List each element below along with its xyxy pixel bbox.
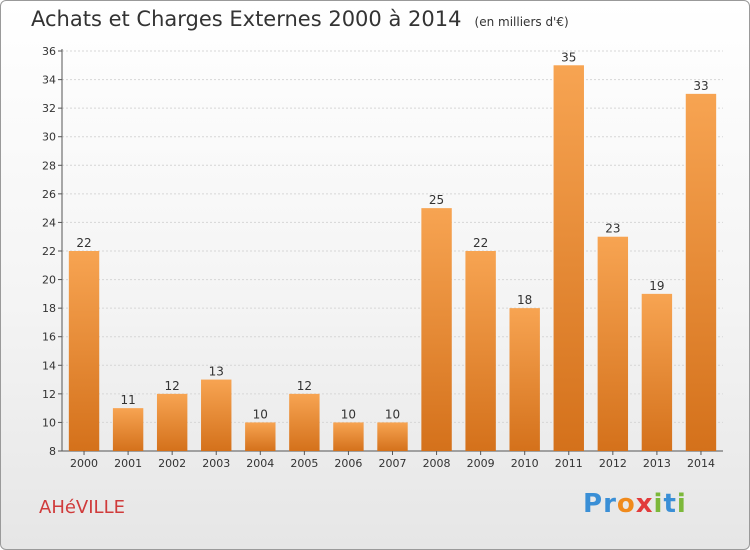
bar [465, 251, 496, 451]
logo-letter: t [663, 489, 677, 519]
bar-value-label: 10 [341, 407, 356, 421]
x-tick-label: 2013 [643, 457, 671, 470]
y-tick-label: 18 [42, 302, 56, 315]
bar-value-label: 10 [385, 407, 400, 421]
bar-value-label: 22 [473, 236, 488, 250]
x-tick-label: 2014 [687, 457, 715, 470]
bar [553, 65, 584, 452]
x-tick-label: 2003 [202, 457, 230, 470]
y-tick-label: 10 [42, 416, 56, 429]
logo-letter: P [583, 489, 604, 519]
y-tick-label: 14 [42, 359, 56, 372]
x-tick-label: 2000 [70, 457, 98, 470]
bar [68, 251, 100, 451]
bar-value-label: 19 [649, 279, 664, 293]
logo-letter: r [603, 489, 617, 519]
bar [421, 208, 452, 451]
bar [685, 93, 717, 451]
title-row: Achats et Charges Externes 2000 à 2014 (… [31, 7, 569, 31]
y-tick-label: 30 [42, 131, 56, 144]
bar-value-label: 35 [561, 50, 576, 64]
chart-title: Achats et Charges Externes 2000 à 2014 [31, 7, 462, 31]
value-labels: 22 11 12 13 10 12 10 10 25 22 18 35 23 19 33 [76, 50, 708, 421]
bar-value-label: 13 [209, 365, 224, 379]
logo-letter: o [616, 489, 636, 519]
bar [509, 308, 540, 451]
x-tick-label: 2001 [114, 457, 142, 470]
bar-value-label: 25 [429, 193, 444, 207]
y-tick-label: 26 [42, 188, 56, 201]
x-tick-label: 2004 [246, 457, 274, 470]
logo-letter: i [653, 489, 664, 519]
x-tick-label: 2009 [467, 457, 495, 470]
x-tick-label: 2012 [599, 457, 627, 470]
bar [597, 236, 629, 451]
bars [68, 65, 717, 452]
bar [201, 379, 232, 451]
bar-value-label: 12 [297, 379, 312, 393]
y-tick-label: 24 [42, 216, 56, 229]
bar [289, 393, 320, 451]
x-tick-label: 2010 [511, 457, 539, 470]
bar-value-label: 12 [165, 379, 180, 393]
bar-value-label: 18 [517, 293, 532, 307]
y-tick-label: 28 [42, 159, 56, 172]
logo-letter: i [676, 489, 687, 519]
y-tick-label: 8 [49, 445, 56, 458]
y-tick-label: 22 [42, 245, 56, 258]
x-tick-label: 2007 [379, 457, 407, 470]
bar [112, 408, 144, 451]
bar [377, 422, 408, 451]
y-tick-label: 34 [42, 74, 56, 87]
y-tick-label: 16 [42, 331, 56, 344]
logo-letter: x [635, 489, 654, 519]
bar [641, 293, 673, 451]
y-tick-label: 32 [42, 102, 56, 115]
town-name: AHéVILLE [39, 497, 125, 518]
bar-value-label: 11 [120, 393, 135, 407]
y-tick-label: 20 [42, 274, 56, 287]
x-tick-label: 2002 [158, 457, 186, 470]
proxiti-logo: Proxiti [583, 489, 687, 519]
bar-value-label: 22 [76, 236, 91, 250]
bar [333, 422, 364, 451]
bar-value-label: 33 [693, 79, 708, 93]
x-tick-label: 2011 [555, 457, 583, 470]
x-tick-label: 2005 [290, 457, 318, 470]
bar [245, 422, 276, 451]
bar [156, 393, 188, 451]
x-tick-label: 2008 [423, 457, 451, 470]
y-tick-label: 12 [42, 388, 56, 401]
bar-value-label: 10 [253, 407, 268, 421]
chart-unit-note: (en milliers d'€) [474, 15, 569, 29]
y-tick-label: 36 [42, 45, 56, 58]
bar-value-label: 23 [605, 222, 620, 236]
x-tick-label: 2006 [334, 457, 362, 470]
